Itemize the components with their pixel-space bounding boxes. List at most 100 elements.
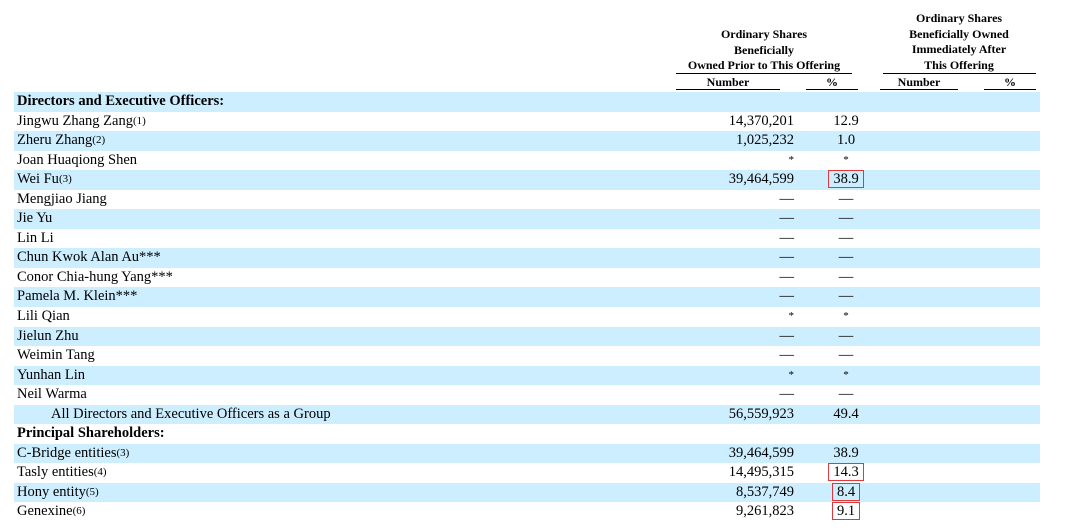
holder-name-text: Lili Qian: [17, 308, 70, 325]
subheader-rule-after-number: [880, 89, 958, 90]
header-line: Beneficially Owned: [909, 26, 1009, 41]
subheader-prior-percent: %: [826, 75, 838, 89]
shares-number: 39,464,599: [728, 171, 794, 188]
shares-number: 1,025,232: [736, 132, 794, 149]
holder-name: Zheru Zhang(2): [17, 131, 105, 152]
table-row: Jingwu Zhang Zang(1) 14,370,201 12.9: [14, 112, 1040, 132]
table-row: Chun Kwok Alan Au*** — —: [14, 248, 1040, 268]
shares-percent: 12.9: [820, 112, 872, 132]
percent-value: —: [838, 190, 854, 207]
shares-number: 56,559,923: [728, 405, 794, 422]
header-line: Immediately After: [911, 42, 1007, 56]
shares-number: —: [779, 327, 795, 344]
holder-name-text: Wei Fu: [17, 171, 59, 188]
percent-value: —: [838, 229, 854, 246]
table-row: Genexine(6) 9,261,823 9.1: [14, 502, 1040, 522]
holder-name: Neil Warma: [17, 385, 87, 405]
holder-name: Chun Kwok Alan Au***: [17, 248, 161, 268]
holder-name-text: All Directors and Executive Officers as …: [51, 405, 331, 422]
table-row: Mengjiao Jiang — —: [14, 190, 1040, 210]
holder-name-text: Tasly entities: [17, 464, 94, 481]
holder-name-text: Chun Kwok Alan Au***: [17, 249, 161, 266]
header-line: Ordinary Shares: [915, 11, 1003, 25]
holder-name-text: C-Bridge entities: [17, 444, 117, 461]
table-row: Jielun Zhu — —: [14, 326, 1040, 347]
percent-value: 12.9: [833, 112, 859, 129]
shares-percent: 38.9: [820, 170, 872, 190]
shares-number: —: [779, 249, 795, 266]
shares-number: *: [788, 153, 795, 166]
holder-name-text: Mengjiao Jiang: [17, 190, 107, 207]
footnote-ref: (4): [93, 466, 107, 479]
highlighted-percent: 14.3: [828, 463, 864, 482]
holder-name: Hony entity(5): [17, 483, 99, 504]
holder-name: Lili Qian: [17, 307, 70, 327]
subheader-prior-number: Number: [706, 75, 750, 89]
percent-value: —: [838, 268, 854, 285]
shares-percent: *: [820, 307, 872, 327]
percent-value: 49.4: [833, 405, 859, 422]
subheader-rule-prior-number: [676, 89, 780, 90]
shares-number: *: [788, 368, 795, 381]
table-row: Tasly entities(4) 14,495,315 14.3: [14, 463, 1040, 483]
percent-value: *: [843, 153, 849, 166]
shares-percent: *: [820, 366, 872, 386]
column-header-prior: Ordinary Shares Beneficially Owned Prior…: [676, 27, 852, 74]
holder-name: Weimin Tang: [17, 346, 95, 366]
table-row: Neil Warma — —: [14, 385, 1040, 405]
subheader-rule-prior-percent: [806, 89, 858, 90]
holder-name-text: Yunhan Lin: [17, 366, 86, 383]
holder-name: Wei Fu(3): [17, 170, 72, 191]
footnote-ref: (2): [92, 134, 106, 147]
shares-percent: 8.4: [820, 482, 872, 503]
shares-number: 14,495,315: [728, 464, 794, 481]
holder-name-text: Jingwu Zhang Zang: [17, 112, 133, 129]
header-line: Beneficially: [734, 42, 794, 57]
subheader-after-number: Number: [897, 75, 941, 89]
table-row: Conor Chia-hung Yang*** — —: [14, 268, 1040, 288]
shares-percent: —: [820, 209, 872, 229]
table-row: Yunhan Lin * *: [14, 365, 1040, 386]
footnote-ref: (1): [132, 114, 146, 127]
holder-name-text: Neil Warma: [17, 386, 87, 403]
header-rule-after: [883, 73, 1036, 74]
shares-percent: —: [820, 248, 872, 268]
table-row: Wei Fu(3) 39,464,599 38.9: [14, 170, 1040, 190]
holder-name-text: Jie Yu: [17, 210, 53, 227]
percent-value: 1.0: [836, 132, 856, 149]
table-row: C-Bridge entities(3) 39,464,599 38.9: [14, 443, 1040, 464]
header-line: This Offering: [924, 57, 994, 72]
shares-number: 9,261,823: [736, 503, 794, 520]
subheader-rule-after-percent: [984, 89, 1036, 90]
holder-name: Jingwu Zhang Zang(1): [17, 112, 146, 133]
shares-number: 8,537,749: [736, 483, 794, 500]
holder-name-text: Pamela M. Klein***: [17, 288, 138, 305]
holder-name: Joan Huaqiong Shen: [17, 151, 137, 171]
table-row: Weimin Tang — —: [14, 346, 1040, 366]
shares-percent: —: [820, 229, 872, 249]
highlighted-percent: 38.9: [828, 170, 864, 189]
shares-percent: —: [820, 190, 872, 210]
shares-number: —: [779, 347, 795, 364]
shares-number: 39,464,599: [728, 444, 794, 461]
footnote-ref: (6): [72, 505, 86, 518]
shares-number: —: [779, 229, 795, 246]
footnote-ref: (3): [116, 446, 130, 459]
holder-name-text: Genexine: [17, 503, 73, 520]
table-row: Lili Qian * *: [14, 307, 1040, 327]
shares-percent: 1.0: [820, 131, 872, 151]
holder-name-text: Principal Shareholders:: [17, 425, 165, 442]
table-row: Lin Li — —: [14, 229, 1040, 249]
holder-name-text: Zheru Zhang: [17, 132, 93, 149]
highlighted-percent: 9.1: [831, 502, 861, 521]
holder-name-text: Jielun Zhu: [17, 327, 79, 344]
percent-value: —: [838, 347, 854, 364]
holder-name: Jie Yu: [17, 209, 52, 229]
percent-value: —: [838, 210, 854, 227]
holder-name: Yunhan Lin: [17, 366, 85, 386]
holder-name: All Directors and Executive Officers as …: [51, 405, 331, 425]
shares-percent: —: [820, 327, 872, 347]
highlighted-percent: 8.4: [831, 482, 861, 501]
footnote-ref: (5): [85, 485, 99, 498]
percent-value: —: [838, 386, 854, 403]
